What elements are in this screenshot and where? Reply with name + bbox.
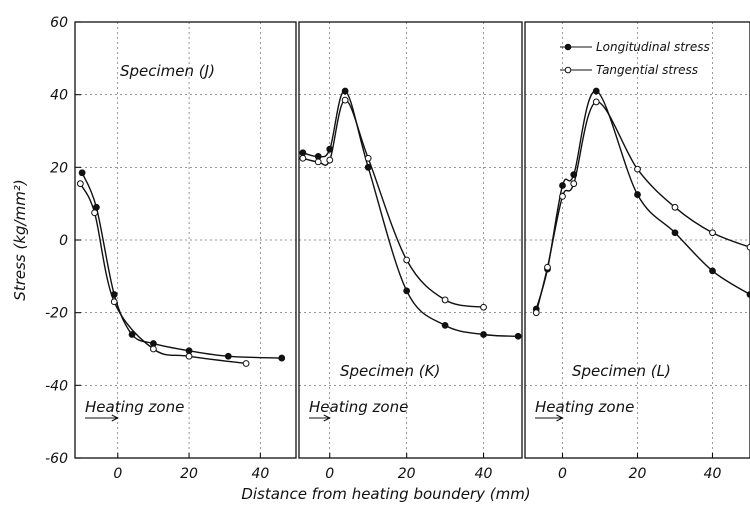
data-point-longitudinal: [150, 340, 157, 347]
panel-1: 0 20 40 Heating zone Specimen (J): [74, 21, 297, 482]
y-tick-label: 60: [50, 15, 68, 31]
data-point-longitudinal: [671, 229, 679, 237]
data-point-tangential: [671, 203, 679, 211]
panel-label: Specimen (J): [120, 62, 215, 80]
data-point-tangential: [299, 154, 307, 162]
data-point-tangential: [532, 309, 540, 317]
x-tick-label: 40: [704, 466, 722, 482]
data-point-tangential: [110, 298, 118, 306]
data-point-tangential: [709, 229, 716, 237]
y-axis-label: Stress (kg/mm²): [11, 179, 29, 300]
data-point-tangential: [364, 154, 372, 162]
series-line-tangential: [535, 101, 750, 313]
x-tick-label: 0: [325, 466, 334, 482]
y-tick-label: 20: [50, 160, 68, 176]
data-point-tangential: [634, 165, 641, 173]
series-line-longitudinal: [81, 172, 282, 359]
x-tick-label: 20: [629, 466, 647, 482]
data-point-longitudinal: [299, 149, 307, 157]
heating-zone-arrowhead: [111, 414, 119, 422]
panel-label: Specimen (K): [340, 362, 440, 380]
panel-3: 0 20 40 Heating zone Specimen (L): [524, 21, 750, 482]
x-tick-label: 20: [398, 466, 416, 482]
legend-marker-open: [564, 66, 572, 74]
data-point-longitudinal: [341, 87, 349, 95]
data-point-longitudinal: [185, 347, 193, 355]
data-point-longitudinal: [92, 203, 100, 211]
legend-label-tangential: Tangential stress: [596, 63, 698, 77]
data-point-tangential: [403, 256, 411, 264]
data-point-tangential: [91, 209, 99, 217]
series-line-longitudinal: [302, 90, 519, 337]
data-point-tangential: [242, 360, 250, 367]
y-tick-label: -60: [45, 451, 68, 467]
data-point-longitudinal: [592, 87, 600, 95]
data-point-tangential: [150, 345, 157, 353]
y-tick-label: 40: [50, 88, 68, 104]
panel-frame: [298, 21, 523, 459]
data-point-longitudinal: [514, 332, 522, 340]
data-point-longitudinal: [559, 182, 566, 189]
heating-zone-label: Heating zone: [309, 398, 408, 416]
data-point-longitudinal: [78, 169, 86, 177]
data-point-longitudinal: [278, 354, 286, 362]
legend-label-longitudinal: Longitudinal stress: [596, 40, 710, 54]
data-point-tangential: [570, 180, 578, 188]
x-tick-label: 0: [558, 466, 567, 482]
data-point-tangential: [185, 352, 193, 360]
legend: Longitudinal stress Tangential stress: [560, 40, 710, 77]
data-point-tangential: [480, 303, 487, 311]
y-tick-label: -20: [45, 306, 68, 322]
data-point-tangential: [341, 96, 349, 104]
data-point-longitudinal: [480, 331, 487, 338]
data-point-tangential: [559, 193, 566, 200]
data-point-longitudinal: [224, 352, 232, 360]
x-tick-label: 0: [113, 466, 122, 482]
y-tick-labels: 60 40 20 0 -20 -40 -60: [45, 15, 68, 467]
series-line-tangential: [79, 183, 247, 365]
y-tick-label: -40: [45, 378, 68, 394]
heating-zone-arrowhead: [556, 414, 564, 422]
x-axis-label: Distance from heating boundery (mm): [241, 485, 530, 503]
panels: 0 20 40 Heating zone Specimen (J) 0 20 40 Heatin…: [74, 21, 750, 482]
panel-label: Specimen (L): [572, 362, 671, 380]
x-tick-label: 40: [251, 466, 269, 482]
y-tick-label: 0: [59, 233, 68, 249]
data-point-tangential: [76, 180, 84, 188]
series-line-longitudinal: [535, 90, 750, 310]
data-point-tangential: [441, 296, 449, 304]
heating-zone-label: Heating zone: [85, 398, 184, 416]
heating-zone-label: Heating zone: [535, 398, 634, 416]
data-point-tangential: [314, 158, 322, 166]
data-point-longitudinal: [403, 287, 411, 295]
x-tick-label: 20: [180, 466, 198, 482]
data-point-longitudinal: [709, 267, 716, 275]
data-point-longitudinal: [634, 191, 641, 198]
data-point-longitudinal: [314, 153, 322, 160]
x-tick-label: 40: [475, 466, 493, 482]
data-point-tangential: [592, 98, 600, 106]
data-point-tangential: [544, 263, 551, 271]
heating-zone-arrowhead: [323, 414, 331, 422]
data-point-longitudinal: [128, 331, 136, 338]
panel-2: 0 20 40 Heating zone Specimen (K): [298, 21, 523, 482]
data-point-tangential: [326, 156, 334, 164]
legend-marker-filled: [564, 43, 572, 51]
data-point-longitudinal: [441, 321, 449, 329]
